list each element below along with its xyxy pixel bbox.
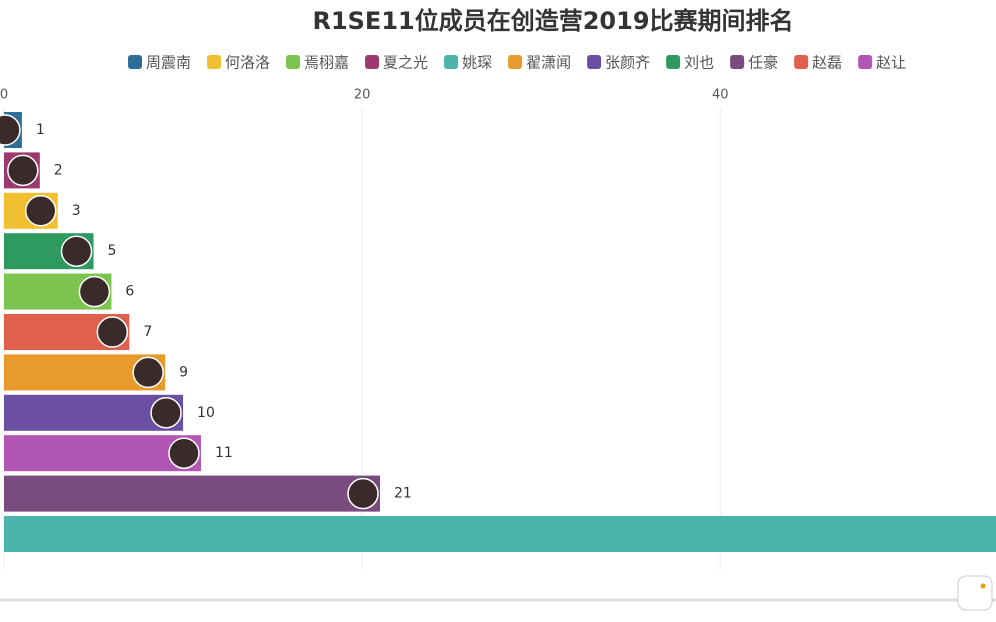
avatar	[168, 437, 200, 469]
bars	[0, 112, 996, 552]
x-tick-label: 0	[0, 88, 8, 103]
legend-swatch	[666, 55, 681, 69]
value-label: 11	[215, 445, 233, 461]
legend-label: 周震南	[146, 54, 191, 72]
avatar	[347, 477, 379, 510]
value-label: 7	[143, 324, 152, 340]
legend-swatch	[207, 55, 222, 69]
chart-title: R1SE11位成员在创造营2019比赛期间排名	[312, 7, 793, 35]
legend-swatch	[730, 55, 745, 69]
legend-swatch	[508, 55, 523, 69]
value-label: 2	[54, 162, 63, 178]
play-dot	[980, 583, 986, 589]
legend-label: 夏之光	[383, 54, 428, 72]
legend-label: 赵磊	[812, 54, 842, 72]
value-label: 21	[394, 486, 412, 502]
value-label: 6	[125, 284, 134, 300]
bar	[4, 516, 996, 552]
avatar	[150, 397, 182, 429]
legend-label: 翟潇闻	[526, 54, 571, 72]
bar	[4, 475, 381, 512]
avatar	[7, 154, 39, 187]
value-label: 10	[197, 405, 215, 421]
legend-swatch	[858, 55, 873, 69]
legend-label: 刘也	[684, 54, 714, 72]
value-label: 9	[179, 364, 188, 380]
avatar	[24, 195, 57, 227]
legend-label: 张颜齐	[605, 54, 650, 72]
avatar	[60, 235, 93, 267]
legend-label: 何洛洛	[225, 54, 270, 72]
bar	[4, 435, 201, 472]
value-label: 5	[108, 243, 117, 259]
legend-swatch	[794, 55, 809, 69]
legend-label: 赵让	[876, 54, 906, 72]
avatar	[78, 275, 111, 308]
value-label: 1	[36, 122, 45, 138]
legend-label: 姚琛	[462, 54, 492, 72]
avatar	[0, 114, 21, 146]
play-button[interactable]	[957, 575, 993, 611]
value-label: 3	[72, 203, 81, 219]
legend-swatch	[365, 55, 380, 69]
legend-swatch	[286, 55, 301, 69]
legend-label: 任豪	[748, 54, 778, 72]
x-tick-label: 40	[712, 88, 729, 103]
avatar	[96, 316, 129, 348]
avatar	[132, 356, 164, 389]
legend-label: 焉栩嘉	[304, 54, 349, 72]
x-tick-label: 20	[354, 88, 371, 103]
legend-swatch	[587, 55, 602, 69]
legend-swatch	[444, 55, 459, 69]
legend-swatch	[128, 55, 142, 69]
